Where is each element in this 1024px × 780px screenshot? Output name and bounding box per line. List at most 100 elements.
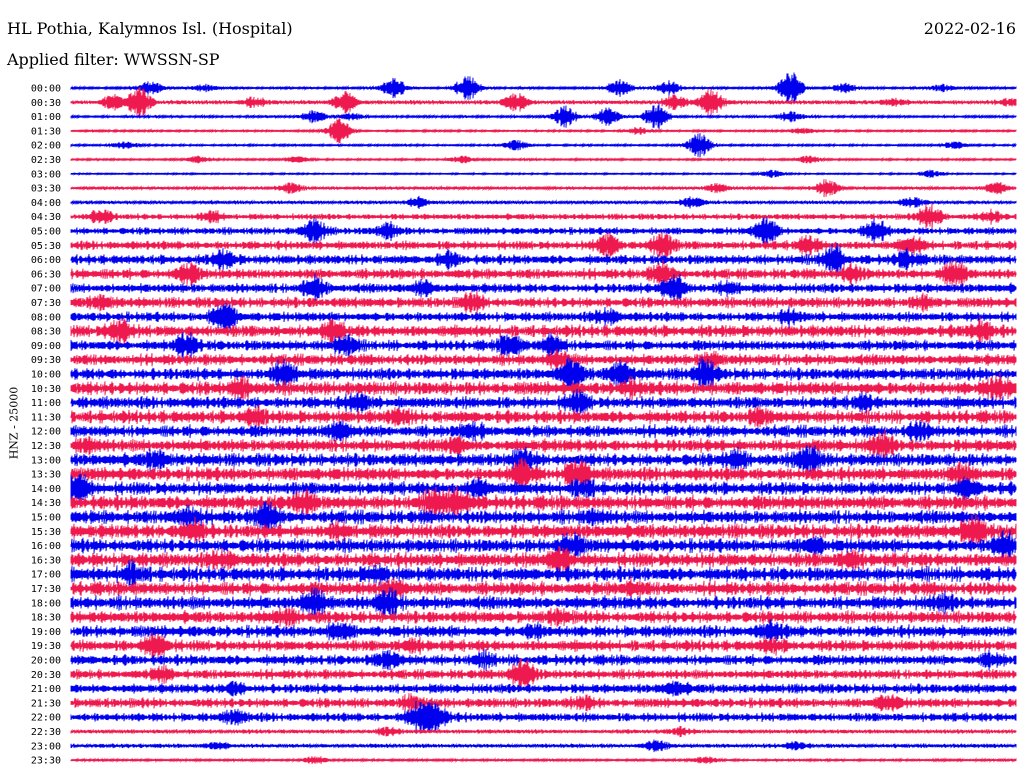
seismic-trace — [70, 632, 1017, 660]
seismic-trace — [70, 457, 1017, 491]
time-tick-label: 13:30 — [31, 470, 61, 481]
seismic-trace — [70, 606, 1017, 628]
seismic-trace — [70, 179, 1017, 198]
seismic-trace — [70, 133, 1017, 158]
time-tick-label: 14:30 — [31, 498, 61, 509]
time-tick-label: 14:00 — [31, 484, 61, 495]
seismic-trace — [70, 739, 1017, 753]
time-tick-label: 23:30 — [31, 756, 61, 767]
seismic-trace — [70, 357, 1017, 391]
seismic-trace — [70, 259, 1017, 289]
time-tick-label: 23:00 — [31, 741, 61, 752]
time-tick-label: 04:00 — [31, 198, 61, 209]
time-tick-label: 21:30 — [31, 698, 61, 709]
seismic-trace — [70, 195, 1017, 209]
date-label: 2022-02-16 — [923, 19, 1016, 38]
time-tick-label: 00:00 — [31, 84, 61, 95]
time-tick-label: 16:30 — [31, 555, 61, 566]
time-tick-label: 18:30 — [31, 613, 61, 624]
time-tick-label: 08:00 — [31, 312, 61, 323]
seismic-trace — [70, 420, 1017, 443]
seismic-trace — [70, 203, 1017, 231]
time-tick-label: 17:00 — [31, 570, 61, 581]
seismic-trace — [70, 331, 1017, 359]
time-tick-label: 01:00 — [31, 112, 61, 123]
seismic-trace — [70, 242, 1017, 277]
time-tick-label: 10:30 — [31, 384, 61, 395]
seismic-trace — [70, 700, 1017, 734]
seismic-trace — [70, 388, 1017, 417]
time-tick-label: 07:30 — [31, 298, 61, 309]
time-tick-label: 15:00 — [31, 513, 61, 524]
station-title: HL Pothia, Kalymnos Isl. (Hospital) — [7, 19, 293, 38]
time-tick-label: 11:30 — [31, 412, 61, 423]
filter-label: Applied filter: WWSSN-SP — [7, 50, 220, 69]
seismic-trace — [70, 514, 1017, 549]
time-tick-label: 04:30 — [31, 212, 61, 223]
time-tick-label: 09:30 — [31, 355, 61, 366]
time-tick-label: 06:30 — [31, 269, 61, 280]
time-tick-label: 21:00 — [31, 684, 61, 695]
time-tick-label: 06:00 — [31, 255, 61, 266]
time-tick-label: 22:00 — [31, 713, 61, 724]
time-tick-label: 07:00 — [31, 284, 61, 295]
seismic-trace — [70, 587, 1017, 619]
time-tick-label: 22:30 — [31, 727, 61, 738]
time-tick-label: 01:30 — [31, 126, 61, 137]
seismic-trace — [70, 217, 1017, 245]
time-tick-label: 11:00 — [31, 398, 61, 409]
time-tick-label: 13:00 — [31, 455, 61, 466]
time-tick-label: 17:30 — [31, 584, 61, 595]
seismic-trace — [70, 302, 1017, 331]
time-tick-labels: 00:00 00:30 01:00 01:30 02:00 02:30 03:00 03:30… — [31, 84, 61, 767]
time-tick-label: 20:30 — [31, 670, 61, 681]
seismic-trace — [70, 500, 1017, 534]
seismic-trace — [70, 290, 1017, 315]
seismic-trace — [70, 559, 1017, 590]
time-tick-label: 20:00 — [31, 656, 61, 667]
time-tick-label: 02:30 — [31, 155, 61, 166]
seismic-trace — [70, 529, 1017, 562]
seismic-trace — [70, 404, 1017, 430]
seismic-trace — [70, 316, 1017, 346]
time-tick-label: 15:30 — [31, 527, 61, 538]
seismic-trace — [70, 72, 1017, 104]
seismic-trace — [70, 118, 1017, 144]
seismic-trace — [70, 169, 1017, 178]
seismic-traces — [70, 72, 1017, 765]
seismic-trace — [70, 473, 1017, 503]
time-tick-label: 12:30 — [31, 441, 61, 452]
seismic-trace — [70, 231, 1017, 259]
time-tick-label: 19:30 — [31, 641, 61, 652]
time-tick-label: 03:00 — [31, 169, 61, 180]
seismic-trace — [70, 486, 1017, 520]
time-tick-label: 03:30 — [31, 184, 61, 195]
time-tick-label: 19:00 — [31, 627, 61, 638]
seismic-trace — [70, 103, 1017, 130]
seismic-trace — [70, 445, 1017, 475]
seismic-trace — [70, 155, 1017, 164]
seismic-trace — [70, 372, 1017, 405]
seismic-trace — [70, 429, 1017, 462]
time-tick-label: 18:00 — [31, 598, 61, 609]
time-tick-label: 02:00 — [31, 141, 61, 152]
time-tick-label: 09:00 — [31, 341, 61, 352]
time-tick-label: 16:00 — [31, 541, 61, 552]
seismic-trace — [70, 545, 1017, 574]
seismic-trace — [70, 273, 1017, 304]
seismic-trace — [70, 649, 1017, 671]
time-tick-label: 00:30 — [31, 98, 61, 109]
seismic-trace — [70, 693, 1017, 713]
seismic-trace — [70, 680, 1017, 697]
time-tick-label: 10:00 — [31, 370, 61, 381]
seismic-trace — [70, 87, 1017, 118]
seismic-trace — [70, 576, 1017, 601]
seismic-trace — [70, 658, 1017, 691]
seismic-trace — [70, 619, 1017, 644]
seismic-trace — [70, 725, 1017, 738]
time-tick-label: 05:00 — [31, 227, 61, 238]
seismic-trace — [70, 756, 1017, 765]
seismic-trace — [70, 348, 1017, 371]
time-tick-label: 05:30 — [31, 241, 61, 252]
